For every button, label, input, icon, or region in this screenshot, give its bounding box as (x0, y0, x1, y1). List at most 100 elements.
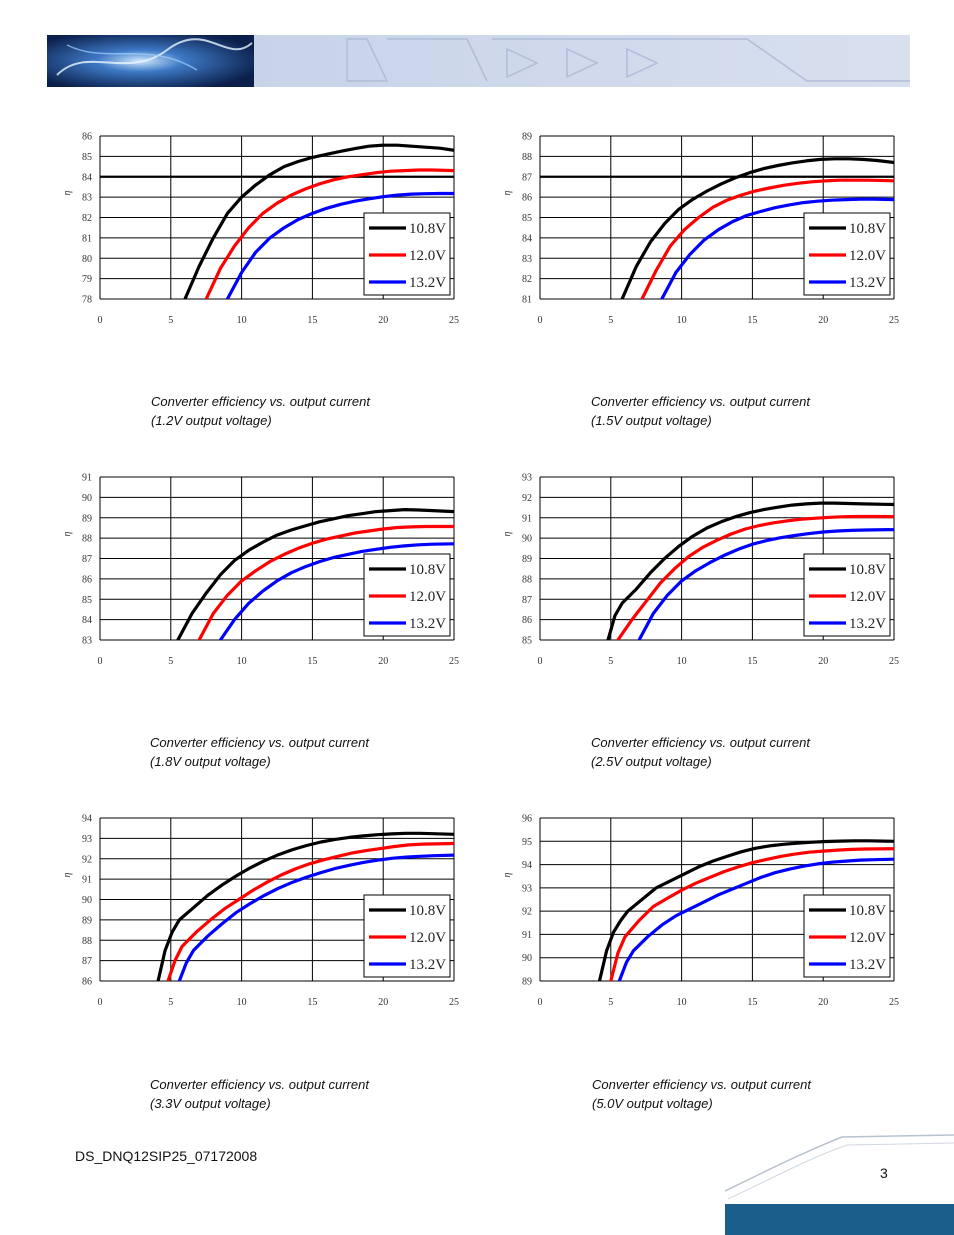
y-axis-label: η (62, 873, 73, 878)
x-tick-label: 10 (677, 997, 687, 1008)
series-line-13.2V (617, 857, 894, 981)
x-tick-label: 15 (307, 656, 317, 667)
caption-1: Converter efficiency vs. output current … (151, 392, 451, 430)
legend-label: 10.8V (409, 221, 446, 237)
caption-6-subtitle: (5.0V output voltage) (592, 1096, 713, 1111)
y-tick-label: 86 (522, 615, 532, 626)
legend-label: 12.0V (849, 248, 886, 264)
y-tick-label: 84 (82, 172, 92, 183)
legend-label: 10.8V (849, 562, 886, 578)
y-tick-label: 86 (82, 132, 92, 143)
legend-label: 12.0V (409, 248, 446, 264)
y-tick-label: 93 (522, 473, 532, 484)
caption-5-subtitle: (3.3V output voltage) (150, 1096, 271, 1111)
series-line-10.8V (183, 143, 454, 299)
y-tick-label: 84 (522, 233, 532, 244)
y-tick-label: 89 (522, 554, 532, 565)
x-tick-label: 0 (98, 656, 103, 667)
y-tick-label: 85 (82, 152, 92, 163)
series-line-12.0V (640, 178, 894, 299)
x-tick-label: 20 (378, 315, 388, 326)
x-tick-label: 0 (538, 315, 543, 326)
legend-label: 10.8V (409, 903, 446, 919)
caption-5: Converter efficiency vs. output current … (150, 1075, 450, 1113)
caption-2-subtitle: (1.5V output voltage) (591, 413, 712, 428)
y-tick-label: 90 (522, 534, 532, 545)
y-tick-label: 82 (82, 213, 92, 224)
y-tick-label: 87 (82, 554, 92, 565)
legend-label: 13.2V (409, 616, 446, 632)
caption-5-title: Converter efficiency vs. output current (150, 1077, 369, 1092)
y-tick-label: 95 (522, 837, 532, 848)
y-tick-label: 89 (522, 977, 532, 988)
x-tick-label: 20 (818, 997, 828, 1008)
x-tick-label: 0 (98, 315, 103, 326)
x-tick-label: 5 (608, 656, 613, 667)
chart-4-plot: 85 86 87 88 89 90 91 92 93 0 5 10 15 20 25 η 10.8V 12.0V 1… (502, 473, 899, 668)
y-tick-label: 92 (522, 907, 532, 918)
x-tick-label: 20 (378, 997, 388, 1008)
y-axis-label: η (502, 191, 513, 196)
y-tick-label: 90 (82, 493, 92, 504)
y-tick-label: 88 (522, 152, 532, 163)
legend-label: 10.8V (849, 903, 886, 919)
legend-label: 12.0V (409, 930, 446, 946)
legend-label: 12.0V (849, 589, 886, 605)
y-tick-label: 94 (522, 860, 532, 871)
chart-6-plot: 89 90 91 92 93 94 95 96 0 5 10 15 20 25 η 10.8V 12.0V 13.… (502, 814, 899, 1009)
chart-2-plot: 81 82 83 84 85 86 87 88 89 0 5 10 15 20 25 η 10.8V 12.0V 1… (502, 132, 899, 327)
chart-5: 86 87 88 89 90 91 92 93 94 0 5 10 15 20 25 η 10.8V 12.0V 1… (60, 810, 500, 1030)
series-line-10.8V (176, 508, 454, 640)
y-tick-label: 91 (82, 473, 92, 484)
caption-6-title: Converter efficiency vs. output current (592, 1077, 811, 1092)
chart-5-plot: 86 87 88 89 90 91 92 93 94 0 5 10 15 20 25 η 10.8V 12.0V 1… (62, 814, 459, 1009)
caption-1-subtitle: (1.2V output voltage) (151, 413, 272, 428)
y-tick-label: 83 (82, 636, 92, 647)
legend-label: 13.2V (409, 275, 446, 291)
y-tick-label: 96 (522, 814, 532, 825)
y-tick-label: 81 (82, 233, 92, 244)
footer-decoration (724, 1134, 954, 1235)
y-tick-label: 82 (522, 274, 532, 285)
y-tick-label: 88 (82, 936, 92, 947)
x-tick-label: 5 (168, 656, 173, 667)
y-tick-label: 80 (82, 254, 92, 265)
y-tick-label: 94 (82, 814, 92, 825)
legend-label: 13.2V (849, 616, 886, 632)
page-number: 3 (880, 1165, 888, 1181)
y-tick-label: 87 (522, 595, 532, 606)
x-tick-label: 5 (168, 315, 173, 326)
x-tick-label: 5 (608, 997, 613, 1008)
y-tick-label: 91 (82, 875, 92, 886)
x-tick-label: 15 (307, 997, 317, 1008)
x-tick-label: 10 (677, 656, 687, 667)
x-tick-label: 25 (889, 997, 899, 1008)
header-decoration (346, 38, 910, 82)
y-tick-label: 90 (522, 953, 532, 964)
y-axis-label: η (62, 532, 73, 537)
series-line-13.2V (177, 853, 454, 981)
legend-label: 13.2V (849, 275, 886, 291)
legend-label: 12.0V (849, 930, 886, 946)
y-tick-label: 93 (522, 883, 532, 894)
y-tick-label: 89 (82, 915, 92, 926)
series-line-10.8V (597, 839, 894, 981)
x-tick-label: 20 (378, 656, 388, 667)
x-tick-label: 25 (449, 656, 459, 667)
y-axis-label: η (502, 532, 513, 537)
y-tick-label: 90 (82, 895, 92, 906)
x-tick-label: 10 (237, 997, 247, 1008)
caption-3-title: Converter efficiency vs. output current (150, 735, 369, 750)
y-tick-label: 85 (522, 213, 532, 224)
x-tick-label: 10 (237, 656, 247, 667)
series-line-13.2V (637, 528, 894, 640)
legend-label: 12.0V (409, 589, 446, 605)
y-tick-label: 88 (82, 534, 92, 545)
x-tick-label: 10 (237, 315, 247, 326)
x-tick-label: 25 (889, 315, 899, 326)
y-tick-label: 88 (522, 574, 532, 585)
caption-4: Converter efficiency vs. output current … (591, 733, 891, 771)
x-tick-label: 25 (889, 656, 899, 667)
caption-3-subtitle: (1.8V output voltage) (150, 754, 271, 769)
series-line-12.0V (197, 524, 454, 640)
